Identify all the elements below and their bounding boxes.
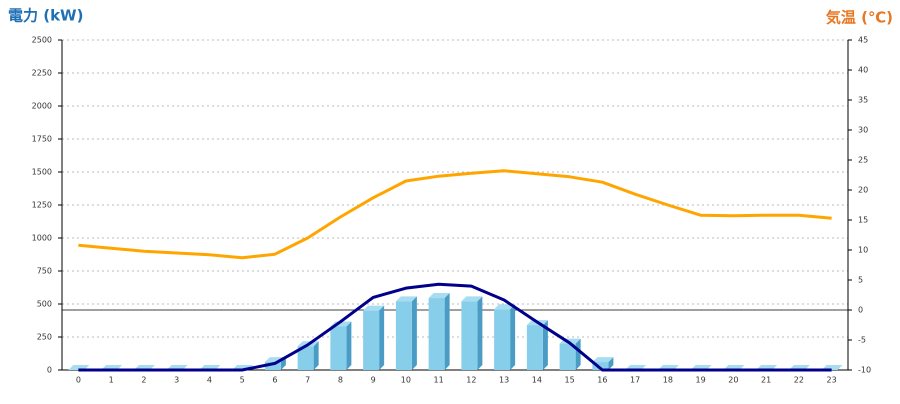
bar-side <box>346 321 352 370</box>
y-tick-label: 750 <box>37 267 52 276</box>
x-tick-label: 10 <box>401 376 411 385</box>
bar-top <box>592 357 614 363</box>
bar-top <box>395 296 417 302</box>
bar-side <box>477 296 483 370</box>
x-tick-label: 12 <box>466 376 476 385</box>
y-tick-label: 2000 <box>32 102 52 111</box>
y-tick-label: 2500 <box>32 36 52 45</box>
bar <box>363 310 380 370</box>
bar <box>395 301 412 370</box>
y2-tick-label: 35 <box>858 96 868 105</box>
y2-tick-label: 20 <box>858 186 868 195</box>
x-tick-label: 23 <box>827 376 837 385</box>
bar-side <box>510 304 516 370</box>
y2-tick-label: 15 <box>858 216 868 225</box>
x-tick-label: 8 <box>338 376 343 385</box>
bar-side <box>542 320 548 370</box>
y-tick-label: 1000 <box>32 234 52 243</box>
line <box>78 169 832 260</box>
y2-tick-label: -5 <box>858 336 866 345</box>
y2-tick-label: 25 <box>858 156 868 165</box>
x-tick-label: 21 <box>761 376 771 385</box>
y2-axis-title: 気温 (℃) <box>826 9 893 27</box>
bar <box>264 362 281 370</box>
bar-side <box>575 338 581 370</box>
y2-tick-label: 5 <box>858 276 863 285</box>
y-tick-label: 2250 <box>32 69 52 78</box>
y2-tick-label: 30 <box>858 126 868 135</box>
y-tick-label: 1750 <box>32 135 52 144</box>
bar-top <box>428 293 450 299</box>
y-axis-title: 電力 (kW) <box>8 7 83 25</box>
y2-tick-label: -10 <box>858 366 871 375</box>
x-tick-label: 17 <box>630 376 640 385</box>
bar-top <box>461 296 483 302</box>
bar-side <box>608 357 614 370</box>
bar-side <box>379 305 385 370</box>
x-tick-label: 13 <box>499 376 509 385</box>
bar-top <box>363 305 385 311</box>
x-tick-label: 2 <box>141 376 146 385</box>
y-tick-label: 0 <box>47 366 52 375</box>
y-tick-label: 500 <box>37 300 52 309</box>
x-tick-label: 9 <box>371 376 376 385</box>
x-tick-label: 1 <box>109 376 114 385</box>
y2-tick-label: 0 <box>858 306 863 315</box>
x-tick-label: 19 <box>696 376 706 385</box>
x-tick-label: 3 <box>174 376 179 385</box>
x-tick-label: 18 <box>663 376 673 385</box>
bar-side <box>313 341 319 370</box>
line <box>78 282 832 372</box>
x-tick-label: 0 <box>76 376 81 385</box>
x-tick-label: 6 <box>272 376 277 385</box>
bar <box>592 362 609 370</box>
bar <box>461 301 478 370</box>
bar <box>297 346 314 370</box>
y2-tick-label: 40 <box>858 66 868 75</box>
bar <box>494 309 511 370</box>
y2-tick-label: 10 <box>858 246 868 255</box>
bar <box>428 298 445 370</box>
y2-tick-label: 45 <box>858 36 868 45</box>
x-tick-label: 20 <box>728 376 738 385</box>
x-tick-label: 7 <box>305 376 310 385</box>
x-tick-label: 4 <box>207 376 212 385</box>
x-tick-label: 14 <box>532 376 542 385</box>
x-tick-label: 11 <box>434 376 444 385</box>
y-tick-label: 1250 <box>32 201 52 210</box>
bar-side <box>280 357 286 370</box>
y-tick-label: 1500 <box>32 168 52 177</box>
bar-side <box>444 293 450 370</box>
bar <box>526 325 543 370</box>
x-tick-label: 15 <box>565 376 575 385</box>
y-tick-label: 250 <box>37 333 52 342</box>
bar-side <box>411 296 417 370</box>
bar <box>559 343 576 370</box>
bar <box>330 326 347 370</box>
x-tick-label: 16 <box>597 376 607 385</box>
x-tick-label: 5 <box>240 376 245 385</box>
x-tick-label: 22 <box>794 376 804 385</box>
